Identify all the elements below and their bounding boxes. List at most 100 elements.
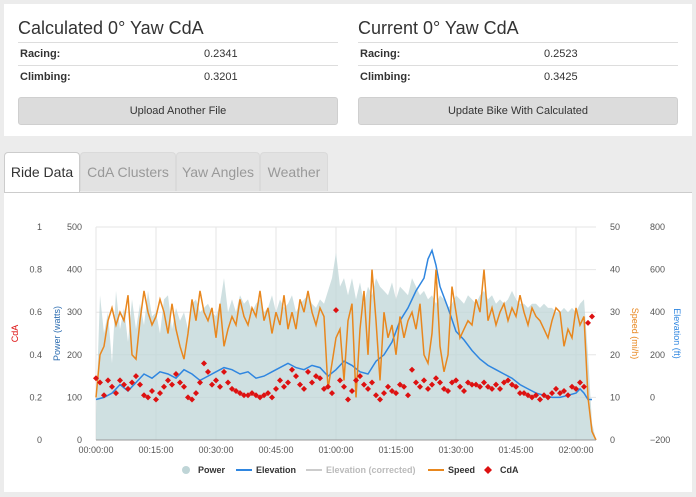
- cda-point: [229, 385, 235, 392]
- tab-ride-data[interactable]: Ride Data: [4, 152, 80, 193]
- cda-point: [309, 379, 315, 386]
- cda-point: [325, 383, 331, 390]
- cda-point: [289, 366, 295, 373]
- cda-axis-title: CdA: [10, 325, 20, 343]
- calculated-climbing-value: 0.3201: [204, 71, 238, 83]
- cda-point: [525, 392, 531, 399]
- cda-point: [201, 360, 207, 367]
- tab-cda-clusters[interactable]: CdA Clusters: [80, 152, 176, 191]
- cda-point: [509, 381, 515, 388]
- speed-axis-title: Speed (mi/h): [630, 308, 640, 360]
- cda-point: [453, 377, 459, 384]
- tab-weather[interactable]: Weather: [260, 152, 328, 191]
- elevation-axis-title: Elevation (ft): [672, 308, 682, 359]
- calculated-cda-title: Calculated 0° Yaw CdA: [18, 18, 204, 38]
- chart-legend: Power Elevation Elevation (corrected) Speed…: [182, 465, 519, 475]
- x-tick-label: 01:45:00: [498, 445, 533, 455]
- cda-point: [213, 377, 219, 384]
- cda-point: [573, 385, 579, 392]
- legend-label: Power: [198, 465, 226, 475]
- cda-point: [349, 388, 355, 395]
- cda-point: [297, 381, 303, 388]
- cda-point: [433, 375, 439, 382]
- cda-point: [477, 383, 483, 390]
- cda-point: [377, 396, 383, 403]
- cda-point: [513, 383, 519, 390]
- cda-point: [557, 390, 563, 397]
- cda-point: [337, 377, 343, 384]
- cda-point: [501, 379, 507, 386]
- x-tick-label: 00:30:00: [198, 445, 233, 455]
- speed-tick-label: 20: [610, 350, 620, 360]
- cda-point: [225, 379, 231, 386]
- elevation-line: [95, 248, 592, 401]
- elevation-series: [95, 248, 592, 401]
- speed-series: [95, 269, 597, 441]
- cda-point: [129, 379, 135, 386]
- cda-point: [249, 390, 255, 397]
- cda-point: [497, 385, 503, 392]
- cda-point: [269, 394, 275, 401]
- cda-point: [333, 307, 339, 314]
- tab-yaw-angles[interactable]: Yaw Angles: [176, 152, 260, 191]
- cda-point: [93, 375, 99, 382]
- cda-point: [413, 379, 419, 386]
- cda-point: [353, 377, 359, 384]
- current-racing-row: Racing: 0.2523: [358, 42, 678, 65]
- speed-tick-label: 50: [610, 222, 620, 232]
- cda-point: [537, 396, 543, 403]
- cda-point: [485, 383, 491, 390]
- cda-tick-label: 1: [37, 222, 42, 232]
- cda-point: [373, 392, 379, 399]
- cda-point: [137, 381, 143, 388]
- calculated-racing-row: Racing: 0.2341: [18, 42, 338, 65]
- cda-point: [189, 396, 195, 403]
- power-tick-label: 200: [67, 350, 82, 360]
- cda-point: [177, 379, 183, 386]
- cda-point: [585, 319, 591, 326]
- cda-point: [489, 385, 495, 392]
- calculated-racing-label: Racing:: [20, 48, 61, 60]
- cda-point: [417, 383, 423, 390]
- cda-point: [569, 383, 575, 390]
- upload-another-file-button[interactable]: Upload Another File: [18, 97, 338, 125]
- update-bike-button[interactable]: Update Bike With Calculated: [358, 97, 678, 125]
- cda-point: [481, 379, 487, 386]
- elevation-tick-label: −200: [650, 435, 670, 445]
- cda-point: [449, 379, 455, 386]
- cda-point: [545, 394, 551, 401]
- cda-point: [405, 392, 411, 399]
- cda-point: [141, 392, 147, 399]
- cda-tick-label: 0.2: [29, 392, 42, 402]
- cda-point: [461, 388, 467, 395]
- cda-point: [581, 383, 587, 390]
- power-tick-label: 300: [67, 307, 82, 317]
- cda-point: [157, 390, 163, 397]
- cda-summary-panel: Calculated 0° Yaw CdA Racing: 0.2341 Cli…: [4, 4, 692, 136]
- cda-point: [313, 373, 319, 380]
- cda-point: [113, 390, 119, 397]
- cda-tick-label: 0.6: [29, 307, 42, 317]
- current-cda-title: Current 0° Yaw CdA: [358, 18, 519, 38]
- cda-point: [517, 390, 523, 397]
- cda-point: [393, 390, 399, 397]
- cda-point: [341, 383, 347, 390]
- speed-tick-label: 30: [610, 307, 620, 317]
- cda-point: [97, 379, 103, 386]
- ride-data-chart: 00:00:00 00:15:00 00:30:00 00:45:00 01:00:00…: [10, 222, 682, 475]
- speed-tick-label: 10: [610, 392, 620, 402]
- cda-point: [505, 377, 511, 384]
- cda-point: [205, 368, 211, 375]
- elevation-tick-label: 600: [650, 265, 665, 275]
- power-axis-title: Power (watts): [52, 306, 62, 361]
- cda-point: [369, 379, 375, 386]
- power-tick-label: 100: [67, 392, 82, 402]
- cda-point: [209, 381, 215, 388]
- cda-point: [385, 383, 391, 390]
- cda-point: [321, 385, 327, 392]
- cda-point: [565, 392, 571, 399]
- elevation-tick-label: 0: [650, 392, 655, 402]
- legend-cda-marker: [484, 466, 492, 474]
- x-tick-label: 00:15:00: [138, 445, 173, 455]
- cda-point: [169, 381, 175, 388]
